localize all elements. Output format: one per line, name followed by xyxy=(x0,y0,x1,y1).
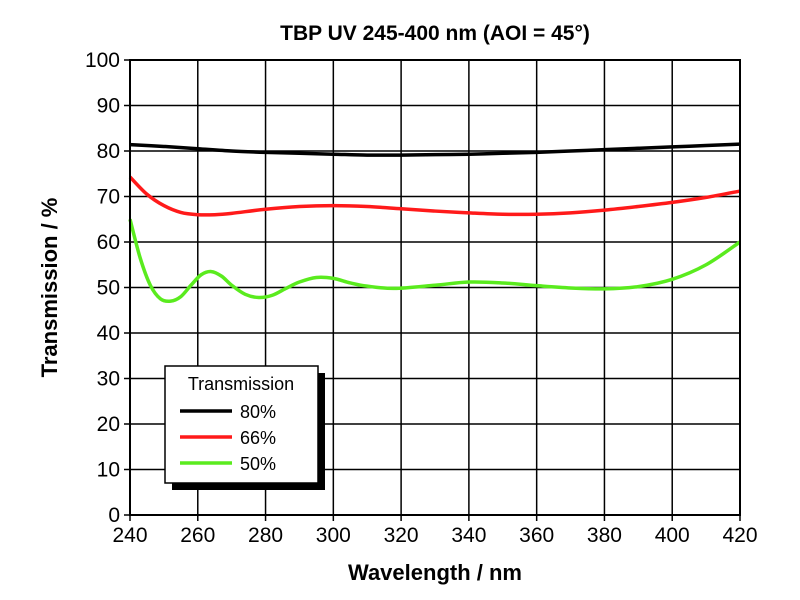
x-tick-label: 280 xyxy=(248,524,283,547)
x-tick-label: 260 xyxy=(180,524,215,547)
y-tick-label: 90 xyxy=(97,95,120,118)
x-tick-label: 420 xyxy=(722,524,757,547)
x-tick-label: 340 xyxy=(451,524,486,547)
x-tick-label: 300 xyxy=(316,524,351,547)
x-axis-label: Wavelength / nm xyxy=(348,560,522,585)
chart-title: TBP UV 245-400 nm (AOI = 45°) xyxy=(280,22,590,45)
x-tick-label: 380 xyxy=(587,524,622,547)
y-axis-label: Transmission / % xyxy=(37,198,62,378)
y-tick-label: 20 xyxy=(97,413,120,436)
series-line-80pct xyxy=(129,142,741,157)
ticks: 240 260 280 300 320 340 360 380 400 420 0 10 20 30 40 5… xyxy=(85,49,758,547)
legend-label-80: 80% xyxy=(240,402,276,422)
legend-label-66: 66% xyxy=(240,428,276,448)
series-layer xyxy=(128,142,741,304)
series-line-66pct xyxy=(128,175,741,217)
y-tick-label: 60 xyxy=(97,231,120,254)
y-tick-label: 30 xyxy=(97,368,120,391)
y-tick-label: 0 xyxy=(108,504,120,527)
legend-title: Transmission xyxy=(188,374,294,394)
legend-label-50: 50% xyxy=(240,454,276,474)
x-tick-label: 400 xyxy=(655,524,690,547)
x-tick-label: 240 xyxy=(112,524,147,547)
y-tick-label: 100 xyxy=(85,49,120,72)
legend: Transmission 80% 66% 50% xyxy=(164,365,325,490)
y-tick-label: 10 xyxy=(97,459,120,482)
y-tick-label: 40 xyxy=(97,322,120,345)
y-tick-label: 80 xyxy=(97,140,120,163)
series-line-50pct xyxy=(128,218,741,304)
x-tick-label: 360 xyxy=(519,524,554,547)
y-tick-label: 50 xyxy=(97,277,120,300)
y-tick-label: 70 xyxy=(97,186,120,209)
x-tick-label: 320 xyxy=(384,524,419,547)
